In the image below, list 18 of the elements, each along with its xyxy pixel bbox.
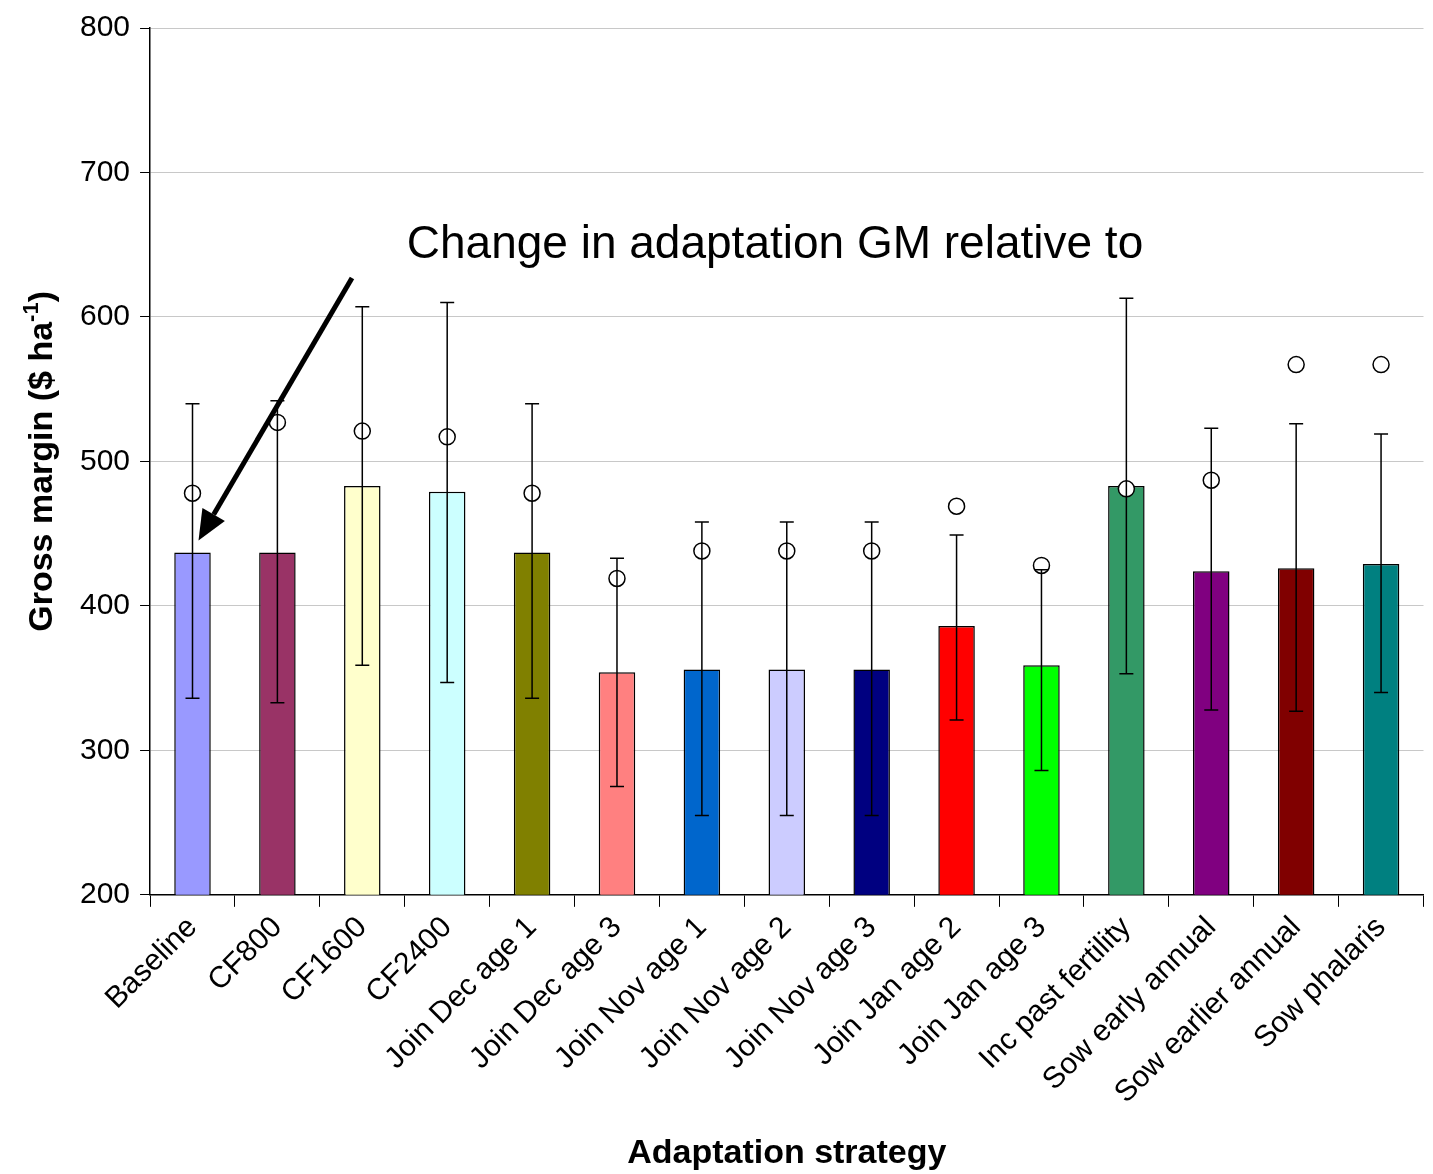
annotation: Change in adaptation GM relative to xyxy=(406,216,1144,268)
x-axis-title: Adaptation strategy xyxy=(627,1132,947,1170)
y-tick-label: 400 xyxy=(79,587,131,621)
y-tick-label: 500 xyxy=(79,442,131,476)
point xyxy=(1372,355,1390,374)
y-tick-label: 700 xyxy=(79,153,131,187)
point xyxy=(183,484,202,502)
point xyxy=(1202,471,1221,489)
point xyxy=(1117,480,1136,498)
y-axis-title: Gross margin ($ ha-1) xyxy=(18,291,59,632)
point xyxy=(1287,355,1305,374)
y-tick-label: 600 xyxy=(79,298,131,332)
point xyxy=(862,542,881,560)
y-tick-label: 300 xyxy=(79,731,131,765)
point xyxy=(947,497,966,515)
y-tick-label: 800 xyxy=(79,9,131,43)
y-tick-label: 200 xyxy=(79,876,131,910)
point xyxy=(353,422,372,440)
